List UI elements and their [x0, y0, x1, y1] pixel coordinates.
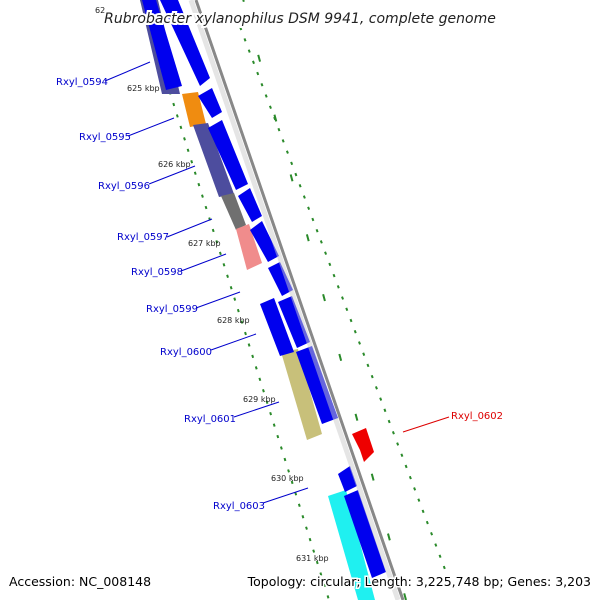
map-title: Rubrobacter xylanophilus DSM 9941, compl…	[104, 11, 496, 27]
cog-band-0603	[328, 490, 375, 600]
cog-band-0597	[221, 193, 246, 230]
cog-band-0601	[281, 349, 322, 440]
cds-0596b	[238, 188, 262, 222]
cds-0598	[250, 221, 279, 262]
kbp-label-628: 628 kbp	[217, 316, 250, 325]
genome-summary: Topology: circular; Length: 3,225,748 bp…	[247, 574, 591, 589]
gene-label[interactable]: Rxyl_0596	[98, 181, 150, 192]
accession-label: Accession: NC_008148	[9, 574, 151, 589]
cds-0601	[296, 346, 338, 424]
cds-0600b	[278, 296, 310, 348]
gene-label[interactable]: Rxyl_0600	[160, 347, 212, 358]
kbp-label-626: 626 kbp	[158, 160, 191, 169]
cds-0603b	[344, 490, 386, 578]
gene-label[interactable]: Rxyl_0602	[451, 411, 503, 422]
backbone	[194, 0, 405, 600]
kbp-label-629: 629 kbp	[243, 395, 276, 404]
cds-0594b	[160, 0, 210, 86]
cds-0595	[198, 88, 222, 118]
cds-0602	[352, 428, 374, 462]
gene-labels: Rxyl_0594 Rxyl_0595 Rxyl_0596 Rxyl_0597 …	[56, 77, 503, 512]
gene-label[interactable]: Rxyl_0597	[117, 232, 169, 243]
gene-label[interactable]: Rxyl_0595	[79, 132, 131, 143]
cds-0596a	[208, 120, 248, 190]
kbp-labels: 62 625 kbp 626 kbp 627 kbp 628 kbp 629 k…	[95, 6, 329, 563]
cds-0599	[268, 262, 293, 296]
cds-track	[142, 0, 386, 578]
kbp-label-630: 630 kbp	[271, 474, 304, 483]
kbp-label-631: 631 kbp	[296, 554, 329, 563]
cog-band-0598	[236, 224, 262, 270]
gene-label[interactable]: Rxyl_0594	[56, 77, 108, 88]
gene-callouts	[104, 61, 450, 504]
backbone-shadow	[188, 0, 401, 600]
outer-ruler-major-ticks	[242, 0, 407, 600]
inner-ruler-ticks	[140, 0, 330, 600]
outer-ruler-ticks	[235, 15, 447, 573]
cog-band-0596	[193, 123, 234, 197]
gene-label[interactable]: Rxyl_0598	[131, 267, 183, 278]
gene-label[interactable]: Rxyl_0599	[146, 304, 198, 315]
gene-label[interactable]: Rxyl_0601	[184, 414, 236, 425]
gene-label[interactable]: Rxyl_0603	[213, 501, 265, 512]
cog-band-0595	[182, 92, 206, 127]
kbp-partial-label: 62	[95, 6, 105, 15]
kbp-label-625: 625 kbp	[127, 84, 160, 93]
cds-0594a	[142, 0, 182, 90]
cds-0600a	[260, 298, 294, 356]
kbp-label-627: 627 kbp	[188, 239, 221, 248]
